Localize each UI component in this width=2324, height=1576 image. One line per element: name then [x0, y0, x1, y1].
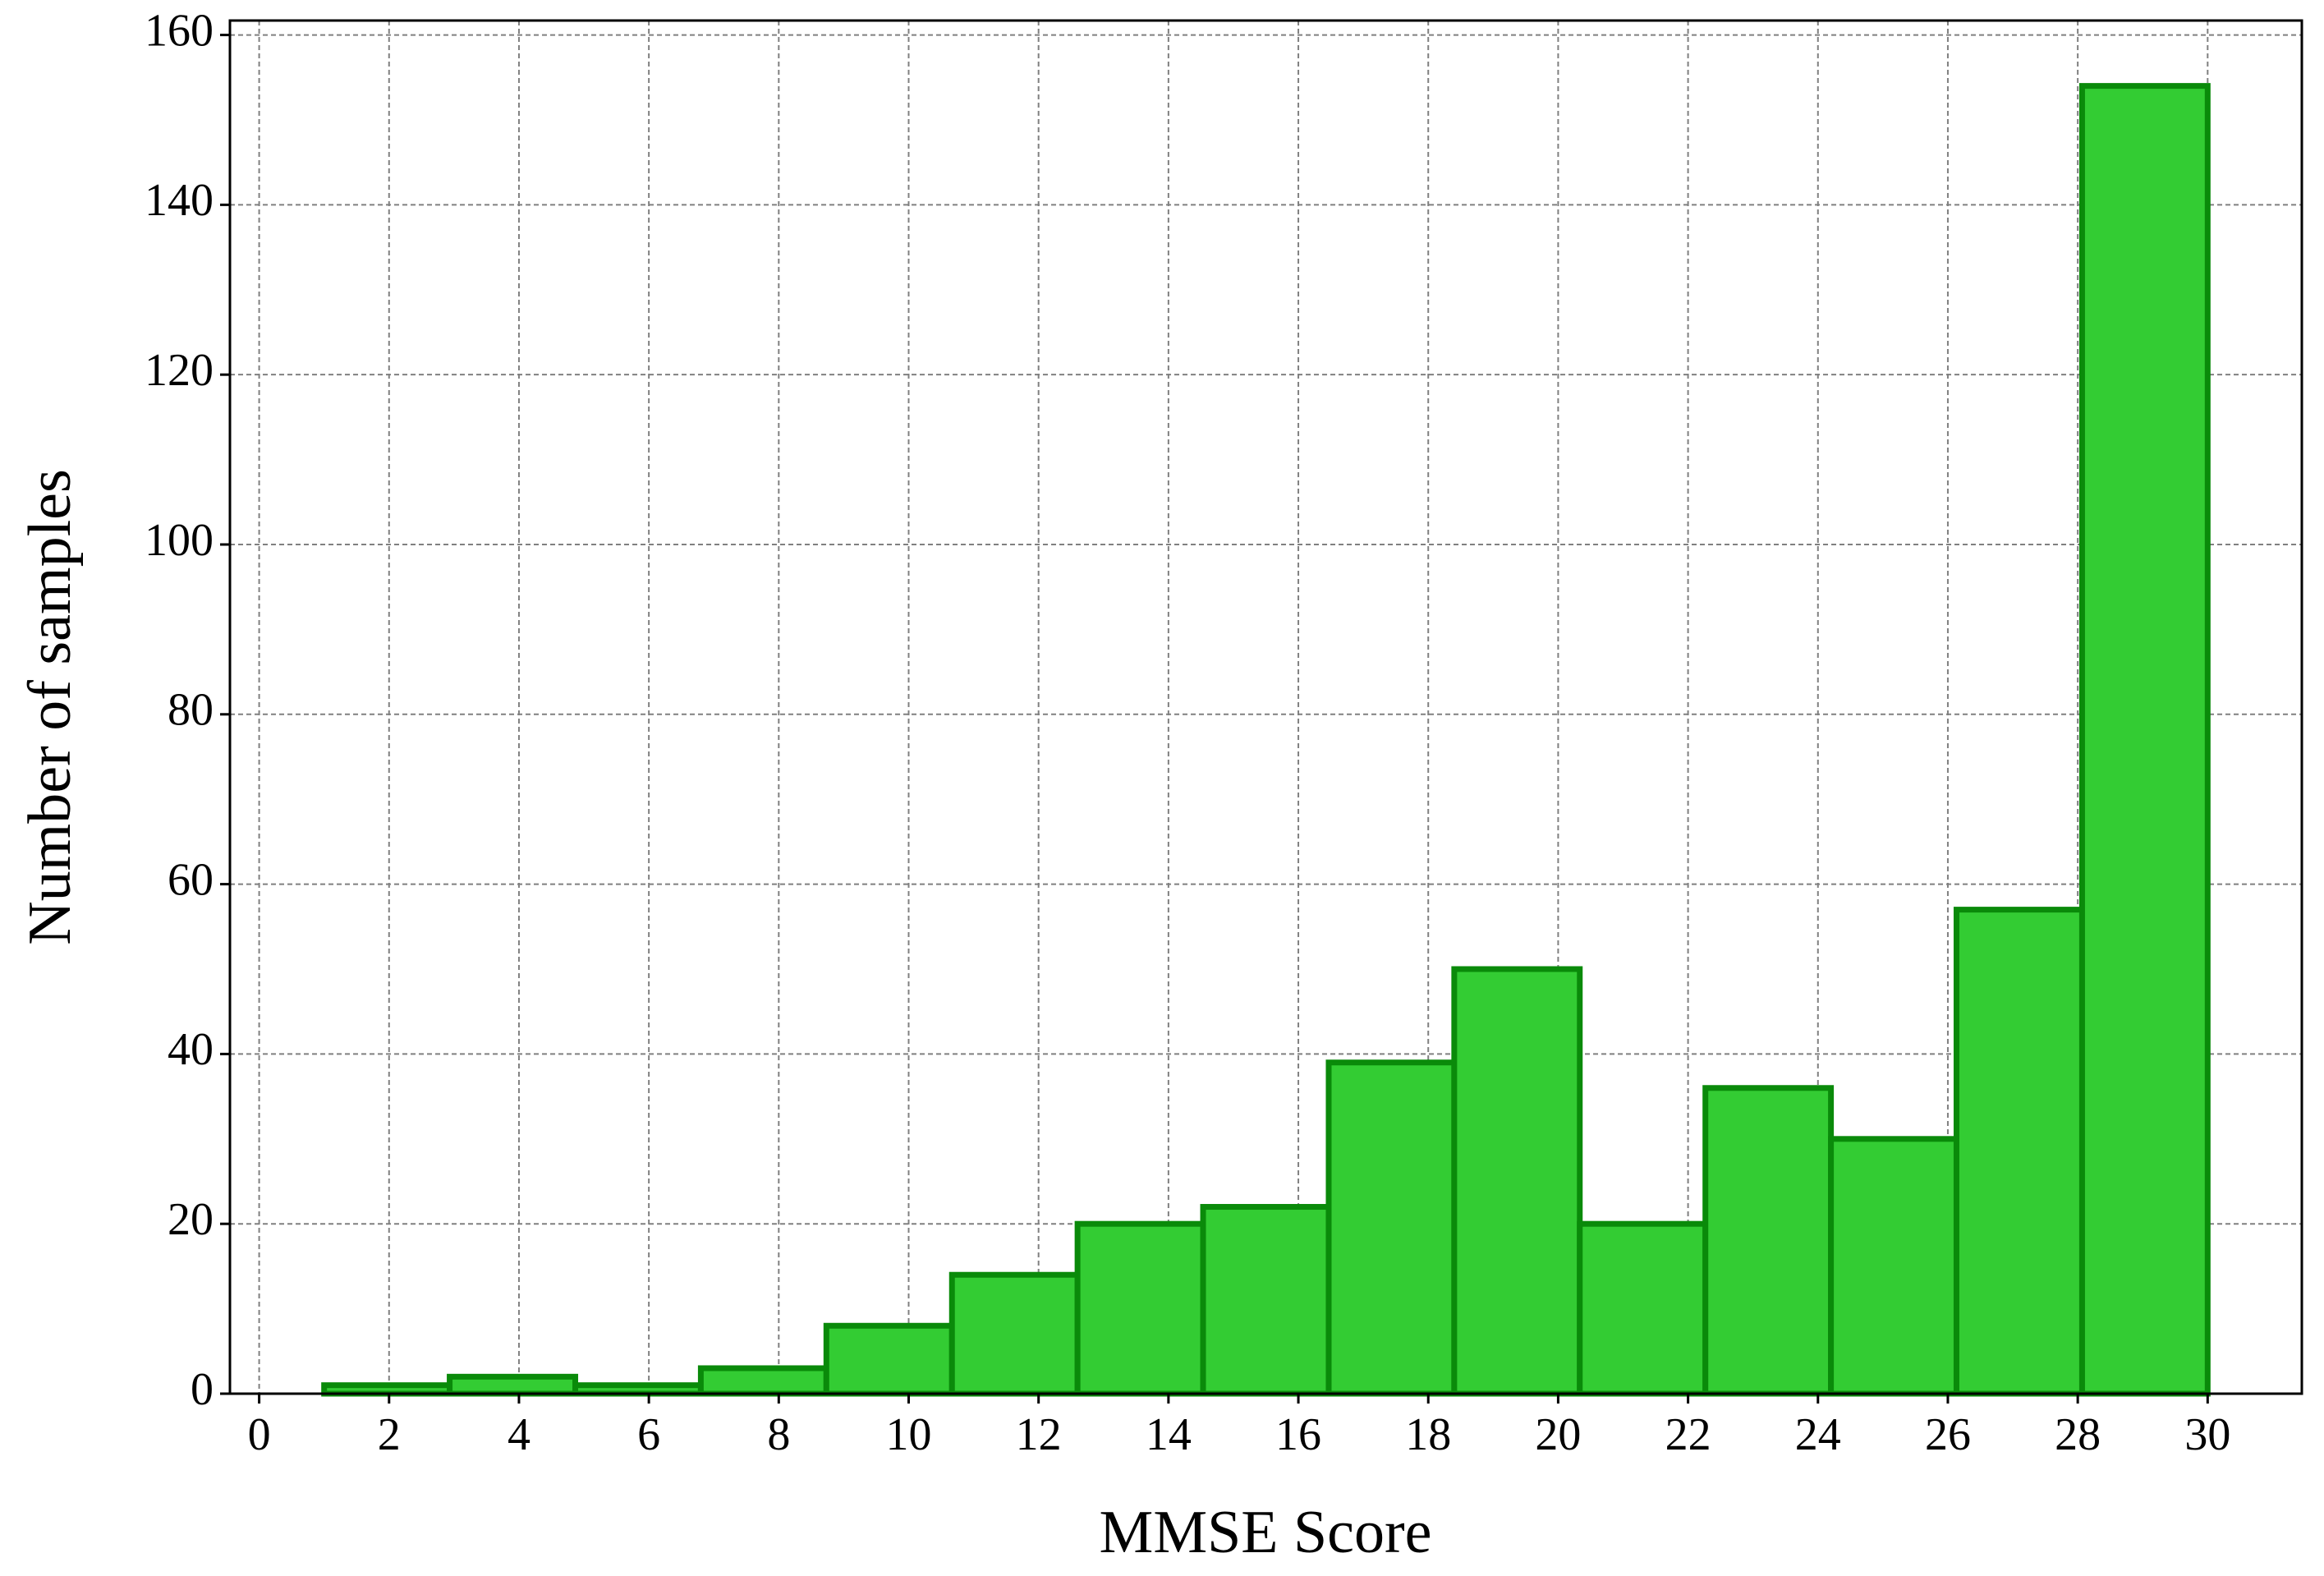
x-tick-label: 16	[1275, 1409, 1321, 1460]
bar	[1451, 966, 1583, 1397]
bar	[2078, 83, 2211, 1397]
y-tick-label: 60	[168, 854, 214, 905]
x-tick-label: 24	[1795, 1409, 1841, 1460]
y-tick-label: 20	[168, 1194, 214, 1245]
plot-frame	[228, 19, 2303, 1395]
bar	[697, 1365, 829, 1397]
bar	[572, 1382, 704, 1397]
bar	[1577, 1220, 1709, 1397]
bar	[321, 1382, 453, 1397]
bars	[321, 83, 2211, 1397]
x-tick-label: 28	[2055, 1409, 2101, 1460]
y-tick-label: 0	[191, 1364, 214, 1415]
x-tick-label: 20	[1535, 1409, 1581, 1460]
bar	[1953, 907, 2085, 1397]
y-tick-label: 120	[145, 345, 214, 396]
x-tick-label: 6	[637, 1409, 660, 1460]
y-tick-label: 40	[168, 1024, 214, 1075]
y-tick-label: 80	[168, 685, 214, 736]
bar	[948, 1271, 1081, 1397]
y-tick-label: 160	[145, 5, 214, 56]
x-tick-label: 26	[1925, 1409, 1971, 1460]
bar	[447, 1373, 579, 1397]
bar	[1074, 1220, 1206, 1397]
bar	[1828, 1136, 1959, 1397]
y-tick-label: 100	[145, 515, 214, 566]
y-tick-label: 140	[145, 175, 214, 226]
x-tick-label: 14	[1146, 1409, 1192, 1460]
x-tick-label: 22	[1665, 1409, 1711, 1460]
x-tick-label: 8	[767, 1409, 790, 1460]
x-tick-label: 2	[378, 1409, 401, 1460]
x-tick-label: 30	[2184, 1409, 2230, 1460]
x-tick-label: 4	[508, 1409, 530, 1460]
bar	[1702, 1085, 1835, 1397]
ticks: 0 2 4 6 8 10 12 14 16 18 20 22 24 26 28 300204060801001…	[145, 5, 2230, 1459]
y-axis-label: Number of samples	[16, 469, 84, 945]
bar	[1200, 1204, 1332, 1397]
bar	[823, 1322, 955, 1397]
x-axis-label: MMSE Score	[1100, 1499, 1432, 1566]
bar	[1325, 1059, 1458, 1397]
x-tick-label: 12	[1016, 1409, 1062, 1460]
x-tick-label: 0	[248, 1409, 271, 1460]
x-tick-label: 18	[1405, 1409, 1451, 1460]
x-tick-label: 10	[886, 1409, 932, 1460]
